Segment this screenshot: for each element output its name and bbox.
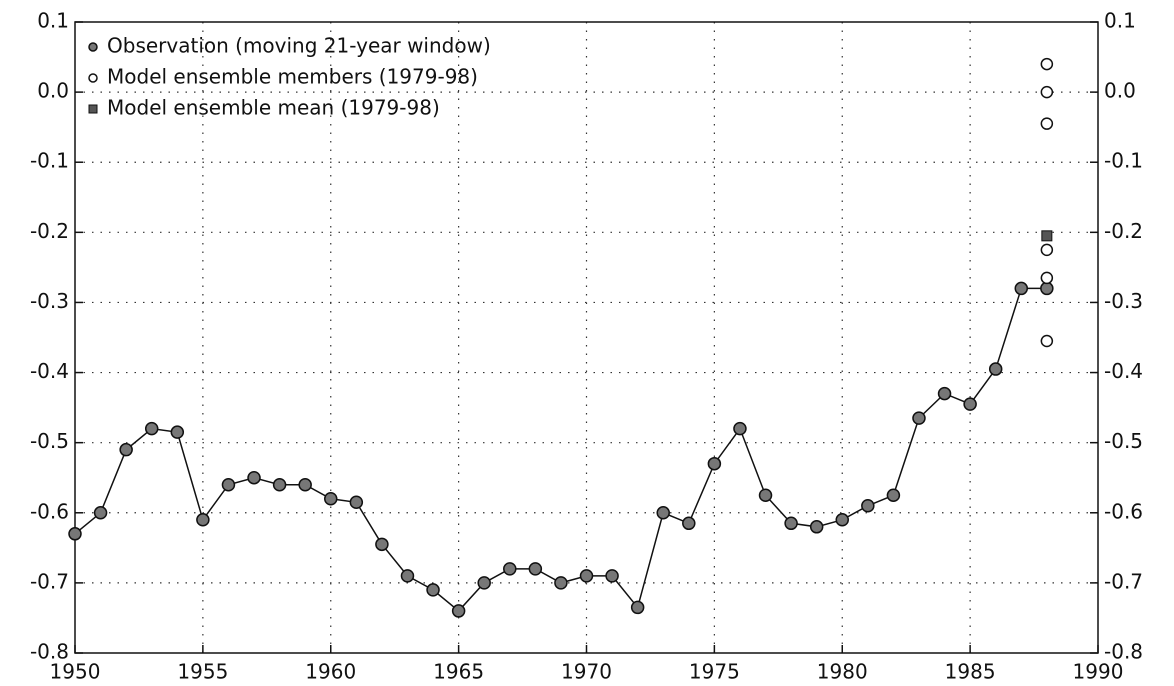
marker bbox=[835, 513, 849, 527]
marker bbox=[196, 513, 210, 527]
marker bbox=[605, 569, 619, 583]
marker bbox=[375, 537, 389, 552]
marker bbox=[119, 442, 133, 457]
y-tick-label: -0.3 bbox=[30, 289, 69, 313]
x-tick-label: 1980 bbox=[817, 660, 868, 684]
y-tick-label: -0.2 bbox=[30, 219, 69, 243]
marker bbox=[1040, 85, 1054, 99]
y2-tick-label: -0.7 bbox=[1104, 569, 1143, 593]
marker bbox=[324, 492, 338, 506]
marker bbox=[912, 411, 926, 425]
legend-label: Observation (moving 21-year window) bbox=[107, 34, 491, 58]
marker bbox=[144, 421, 159, 436]
marker bbox=[426, 583, 440, 597]
y-tick-label: -0.1 bbox=[30, 149, 69, 173]
y2-tick-label: -0.5 bbox=[1104, 429, 1143, 453]
marker bbox=[809, 520, 824, 534]
marker bbox=[682, 516, 696, 531]
x-tick-label: 1955 bbox=[177, 660, 228, 684]
marker bbox=[784, 516, 798, 531]
legend-label: Model ensemble members (1979-98) bbox=[107, 65, 478, 89]
y2-tick-label: -0.3 bbox=[1104, 289, 1143, 313]
y2-tick-label: -0.4 bbox=[1104, 359, 1143, 383]
marker bbox=[247, 470, 261, 485]
legend-label: Model ensemble mean (1979-98) bbox=[107, 96, 440, 120]
marker bbox=[1040, 271, 1054, 285]
y2-tick-label: -0.2 bbox=[1104, 219, 1143, 243]
marker bbox=[451, 604, 466, 618]
y-tick-label: -0.6 bbox=[30, 499, 69, 523]
marker bbox=[656, 506, 670, 520]
y2-tick-label: 0.1 bbox=[1104, 9, 1136, 33]
x-tick-label: 1990 bbox=[1073, 660, 1124, 684]
marker bbox=[937, 386, 952, 401]
marker bbox=[400, 569, 415, 583]
marker bbox=[170, 425, 185, 439]
marker bbox=[503, 562, 517, 576]
x-tick-label: 1965 bbox=[433, 660, 484, 684]
marker bbox=[1041, 230, 1053, 242]
marker bbox=[963, 397, 977, 411]
y-tick-label: -0.5 bbox=[30, 429, 69, 453]
marker bbox=[1014, 281, 1029, 296]
marker bbox=[707, 456, 722, 471]
marker bbox=[298, 477, 312, 492]
marker bbox=[1040, 117, 1054, 130]
marker bbox=[477, 576, 491, 590]
marker bbox=[528, 562, 543, 576]
marker bbox=[988, 362, 1003, 376]
series-line bbox=[74, 287, 1047, 612]
y2-tick-label: -0.8 bbox=[1104, 640, 1143, 664]
marker bbox=[93, 506, 108, 520]
y2-tick-label: -0.6 bbox=[1104, 499, 1143, 523]
y-tick-label: 0.1 bbox=[37, 9, 69, 33]
marker bbox=[349, 495, 364, 510]
y-tick-label: -0.8 bbox=[30, 640, 69, 664]
marker bbox=[1040, 281, 1054, 296]
x-tick-label: 1975 bbox=[689, 660, 740, 684]
marker bbox=[861, 499, 875, 513]
marker bbox=[1040, 57, 1054, 71]
x-tick-label: 1960 bbox=[305, 660, 356, 684]
legend-marker bbox=[88, 73, 98, 83]
marker bbox=[758, 488, 773, 502]
marker bbox=[221, 477, 236, 492]
marker bbox=[579, 569, 594, 583]
marker bbox=[554, 576, 568, 590]
marker bbox=[68, 527, 82, 541]
y-tick-label: 0.0 bbox=[37, 79, 69, 103]
marker bbox=[733, 421, 747, 436]
marker bbox=[1040, 334, 1054, 348]
y2-tick-label: -0.1 bbox=[1104, 149, 1143, 173]
marker bbox=[886, 488, 901, 502]
marker bbox=[1040, 243, 1054, 257]
y-tick-label: -0.4 bbox=[30, 359, 69, 383]
y-tick-label: -0.7 bbox=[30, 569, 69, 593]
plot-frame bbox=[74, 21, 1099, 654]
marker bbox=[630, 600, 645, 615]
legend-marker bbox=[88, 104, 98, 114]
x-tick-label: 1985 bbox=[945, 660, 996, 684]
x-tick-label: 1950 bbox=[50, 660, 101, 684]
y2-tick-label: 0.0 bbox=[1104, 79, 1136, 103]
legend-marker bbox=[88, 42, 98, 52]
x-tick-label: 1970 bbox=[561, 660, 612, 684]
marker bbox=[272, 477, 287, 492]
